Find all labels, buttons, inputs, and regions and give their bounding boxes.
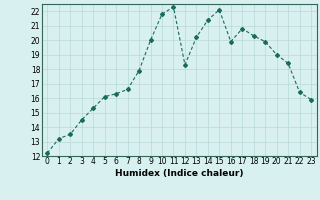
X-axis label: Humidex (Indice chaleur): Humidex (Indice chaleur) [115, 169, 244, 178]
